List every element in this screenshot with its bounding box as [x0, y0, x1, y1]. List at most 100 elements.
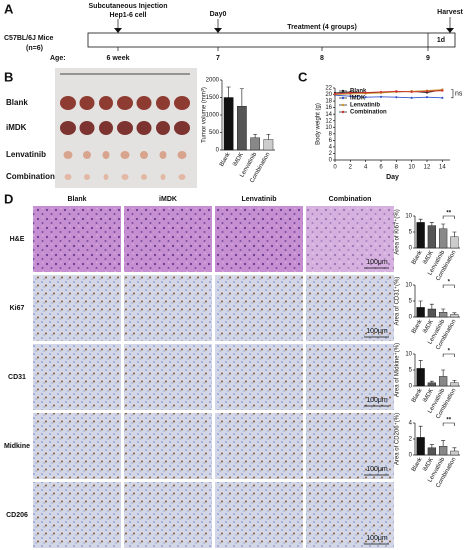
y-tick-label: 2: [329, 151, 333, 157]
bar: [427, 308, 437, 318]
bar: [450, 236, 459, 249]
micrograph: [215, 206, 303, 272]
tumor: [178, 174, 186, 180]
point: [395, 90, 398, 93]
bar: [427, 382, 437, 387]
y-axis-label: Area of Ki67⁺(%): [394, 209, 401, 255]
y-tick-label: 2000: [206, 78, 220, 84]
x-axis-label: Day: [386, 174, 399, 181]
error-bar: [429, 222, 434, 226]
harvest: Harvest: [437, 9, 463, 16]
column-header: iMDK: [159, 196, 177, 203]
significance-bracket: [451, 89, 454, 99]
x-tick-label: 10: [408, 165, 415, 171]
significance-label: **: [446, 211, 451, 217]
point: [441, 89, 444, 92]
tumor: [99, 96, 113, 110]
micrograph: [215, 413, 303, 479]
micrograph: [306, 206, 394, 272]
y-tick-label: 2: [409, 437, 413, 443]
tumor: [64, 174, 72, 180]
y-tick-label: 14: [325, 112, 332, 118]
tumor: [174, 121, 190, 135]
micrograph: [306, 344, 394, 410]
tumor: [121, 174, 129, 180]
series-line: [334, 94, 443, 99]
bar: [237, 106, 247, 151]
error-bar: [239, 88, 244, 107]
tumor: [174, 96, 190, 110]
point: [333, 92, 337, 95]
y-tick-label: 10: [405, 352, 412, 358]
point: [349, 91, 352, 95]
bar: [450, 450, 459, 456]
y-tick-label: 1500: [206, 95, 220, 101]
error-bar: [226, 86, 231, 98]
micrograph: [306, 275, 394, 341]
y-tick-label: 0: [329, 158, 333, 164]
error-bar: [429, 444, 434, 448]
photo-row-label: Combination: [6, 172, 55, 181]
micrograph: [33, 206, 121, 272]
point: [441, 96, 444, 99]
point: [364, 91, 367, 94]
tumor: [140, 151, 148, 159]
error-bar: [253, 133, 258, 138]
y-tick-label: 16: [325, 105, 332, 111]
y-tick-label: 0: [409, 315, 413, 321]
y-tick-label: 4: [409, 421, 413, 427]
tumor: [156, 96, 170, 110]
point: [379, 95, 383, 98]
age: 9: [426, 55, 430, 62]
y-tick-label: 5: [409, 368, 413, 374]
significance-label: *: [448, 349, 451, 355]
photo-row-label: iMDK: [6, 123, 27, 132]
micrograph: [306, 482, 394, 548]
bar: [416, 437, 425, 456]
bar: [416, 222, 425, 249]
y-axis-label: Body weight (g): [316, 103, 322, 145]
micrograph: [124, 206, 212, 272]
y-tick-label: 10: [405, 214, 412, 220]
y-tick-label: 0: [409, 246, 413, 252]
column-header: Blank: [67, 196, 86, 203]
bar: [438, 376, 448, 387]
tumor: [117, 96, 133, 110]
legend-marker: [341, 96, 345, 100]
micrograph: [124, 413, 212, 479]
day0: Day0: [210, 11, 227, 18]
significance-bracket: [442, 422, 455, 426]
point: [395, 96, 398, 99]
legend-label: Lenvatinib: [350, 103, 380, 109]
point: [425, 96, 429, 99]
column-header: Combination: [329, 196, 372, 203]
micrograph: [215, 275, 303, 341]
series-line: [334, 90, 443, 95]
micrograph: [215, 344, 303, 410]
arrow-head: [114, 28, 122, 33]
treatment: Treatment (4 groups): [287, 24, 357, 31]
micrograph: [215, 482, 303, 548]
age: 7: [216, 55, 220, 62]
error-bar: [429, 380, 434, 383]
y-tick-label: 18: [325, 99, 332, 105]
x-tick-label: 2: [349, 165, 353, 171]
error-bar: [441, 223, 446, 229]
micrograph: [124, 344, 212, 410]
micrograph: [33, 275, 121, 341]
y-tick-label: 0: [409, 384, 413, 390]
x-tick-label: Blank: [219, 151, 232, 168]
bar: [427, 447, 437, 456]
significance-bracket: [442, 215, 455, 219]
row-label: CD31: [8, 374, 26, 381]
point: [364, 96, 367, 99]
row-label: Midkine: [4, 443, 30, 450]
y-tick-label: 8: [329, 131, 333, 137]
significance-bracket: [442, 284, 455, 288]
tumor: [63, 151, 73, 159]
arrow-head: [214, 28, 222, 33]
x-tick-label: 12: [424, 165, 431, 171]
y-tick-label: 6: [329, 138, 333, 144]
y-tick-label: 10: [405, 283, 412, 289]
